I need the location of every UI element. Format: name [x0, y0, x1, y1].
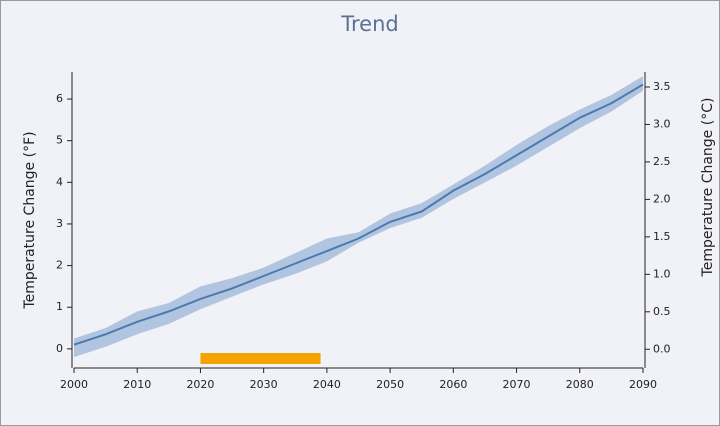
y2-tick-label: 0.5	[653, 305, 671, 318]
x-tick-label: 2090	[629, 378, 657, 391]
y2-tick-label: 2.0	[653, 192, 671, 205]
y2-tick-label: 2.5	[653, 155, 671, 168]
x-tick-label: 2060	[439, 378, 467, 391]
y2-tick-label: 0.0	[653, 342, 671, 355]
chart-title: Trend	[340, 12, 398, 36]
y-tick-label: 5	[56, 134, 63, 147]
trend-line	[73, 83, 644, 346]
y-tick-label: 1	[56, 300, 63, 313]
y2-axis-label: Temperature Change (°C)	[700, 98, 716, 278]
x-tick-label: 2000	[60, 378, 88, 391]
x-tick-label: 2020	[186, 378, 214, 391]
y2-tick-label: 1.5	[653, 230, 671, 243]
x-tick-label: 2080	[566, 378, 594, 391]
y2-tick-label: 3.5	[653, 80, 671, 93]
y-tick-label: 6	[56, 92, 63, 105]
x-tick-label: 2040	[313, 378, 341, 391]
y2-tick-label: 3.0	[653, 117, 671, 130]
x-tick-label: 2010	[123, 378, 151, 391]
highlight-period	[200, 353, 321, 364]
y-tick-label: 4	[56, 175, 63, 188]
confidence-band	[74, 76, 643, 358]
y2-tick-label: 1.0	[653, 267, 671, 280]
x-tick-label: 2030	[250, 378, 278, 391]
y-tick-label: 0	[56, 342, 63, 355]
x-tick-label: 2070	[503, 378, 531, 391]
y-tick-label: 2	[56, 259, 63, 272]
x-tick-label: 2050	[376, 378, 404, 391]
y-axis-label: Temperature Change (°F)	[22, 131, 38, 309]
y-tick-label: 3	[56, 217, 63, 230]
